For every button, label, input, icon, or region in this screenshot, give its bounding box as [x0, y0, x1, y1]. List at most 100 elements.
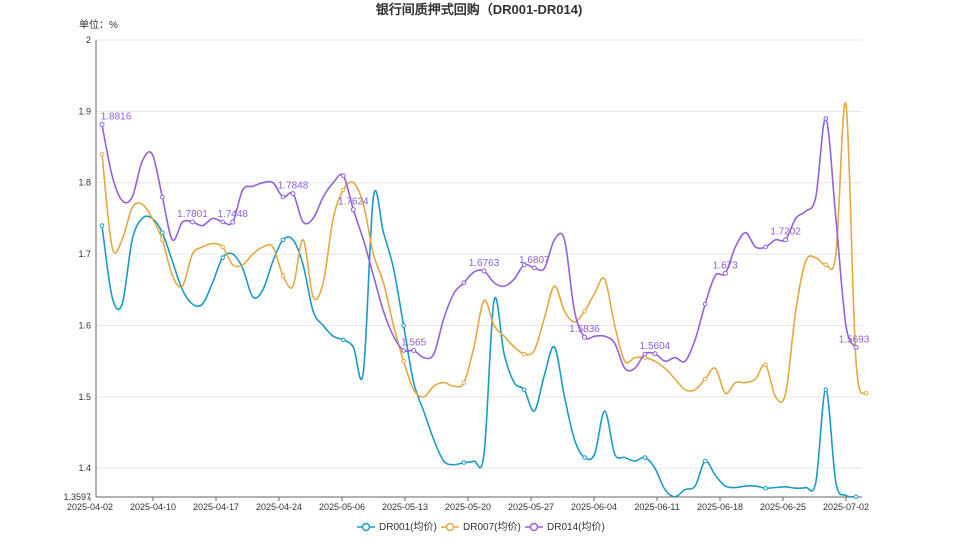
series-point — [521, 351, 527, 357]
label-point — [582, 334, 588, 340]
legend-label: DR001(均价) — [379, 521, 437, 533]
y-tick-label: 1.8 — [78, 178, 91, 188]
legend[interactable]: DR001(均价) DR007(均价) DR014(均价) — [357, 521, 605, 533]
series-point — [99, 151, 105, 157]
series-point — [863, 390, 869, 396]
data-label: 1.7848 — [278, 181, 309, 192]
grid — [96, 39, 862, 469]
data-label: 1.7624 — [338, 197, 369, 208]
series-point — [582, 455, 587, 460]
series-2 — [99, 101, 869, 404]
chart-title: 银行间质押式回购（DR001-DR014) — [376, 2, 583, 17]
legend-item-3[interactable]: DR014(均价) — [525, 521, 605, 533]
series-point — [763, 485, 768, 491]
series-point — [763, 362, 768, 368]
data-label: 1.6807 — [519, 255, 550, 266]
series-point — [521, 262, 527, 268]
series-point — [220, 255, 225, 260]
series-point — [461, 460, 467, 465]
series-point — [763, 244, 768, 250]
data-label: 1.7202 — [770, 227, 801, 238]
series-line — [101, 189, 857, 498]
x-tick-label: 2025-04-10 — [130, 502, 176, 512]
x-tick-label: 2025-04-24 — [256, 502, 302, 512]
series-point — [702, 301, 708, 307]
x-tick-label: 2025-05-06 — [319, 502, 365, 512]
legend-marker — [361, 522, 371, 532]
x-tick-label: 2025-05-13 — [382, 502, 428, 512]
label-point — [290, 191, 296, 197]
x-tick-label: 2025-04-17 — [193, 502, 239, 512]
data-label: 1.565 — [401, 337, 426, 348]
series-point — [461, 280, 467, 285]
x-tick-label: 2025-07-02 — [823, 502, 869, 512]
series-line — [101, 101, 867, 404]
x-tick-label: 2025-06-04 — [571, 502, 617, 512]
x-tick-label: 2025-05-27 — [508, 502, 554, 512]
series-lines — [99, 101, 869, 500]
series-point — [582, 308, 587, 314]
data-label: 1.7801 — [177, 209, 208, 220]
y-tick-label: 1.5 — [78, 392, 91, 402]
data-label: 1.673 — [713, 260, 738, 271]
legend-marker — [445, 522, 455, 532]
series-point — [401, 348, 406, 353]
series-point — [823, 387, 829, 393]
label-point — [350, 207, 356, 213]
series-point — [401, 358, 406, 364]
legend-item-2[interactable]: DR007(均价) — [441, 521, 521, 533]
legend-label: DR007(均价) — [463, 521, 521, 533]
label-point — [531, 265, 537, 271]
y-tick-label: 1.6 — [78, 320, 91, 330]
series-1 — [99, 189, 859, 500]
series-point — [280, 237, 286, 243]
legend-marker — [529, 522, 539, 532]
series-point — [823, 262, 829, 268]
x-tick-label: 2025-05-20 — [445, 502, 491, 512]
label-point — [652, 351, 658, 357]
series-point — [340, 337, 346, 343]
series-point — [340, 187, 346, 193]
label-point — [853, 344, 859, 350]
series-point — [853, 494, 859, 500]
legend-item-1[interactable]: DR001(均价) — [357, 521, 437, 533]
data-label: 1.7448 — [217, 209, 248, 220]
x-tick-label: 2025-04-02 — [67, 502, 113, 512]
label-point — [481, 268, 487, 274]
series-line — [101, 117, 857, 372]
label-point — [783, 237, 789, 243]
legend-label: DR014(均价) — [547, 521, 605, 533]
y-tick-label: 2 — [86, 35, 91, 45]
series-point — [521, 387, 527, 393]
series-point — [702, 376, 708, 382]
y-tick-label: 1.3597 — [63, 492, 91, 502]
series-point — [340, 173, 346, 178]
label-point — [99, 122, 105, 128]
series-point — [642, 351, 648, 357]
series-point — [220, 219, 225, 225]
y-tick-label: 1.4 — [78, 463, 91, 473]
x-tick-label: 2025-06-18 — [697, 502, 743, 512]
series-point — [160, 237, 165, 243]
series-point — [461, 380, 467, 385]
series-point — [160, 194, 165, 200]
y-tick-label: 1.7 — [78, 249, 91, 259]
series-point — [220, 244, 225, 250]
series-point — [280, 273, 286, 278]
label-point — [722, 270, 728, 276]
data-label: 1.8816 — [101, 112, 132, 123]
data-label: 1.5836 — [569, 324, 600, 335]
x-tick-label: 2025-06-11 — [634, 502, 679, 512]
series-point — [702, 458, 708, 464]
data-label: 1.5693 — [839, 334, 870, 345]
series-point — [823, 116, 829, 121]
label-point — [411, 347, 417, 353]
label-point — [230, 219, 236, 225]
data-label: 1.5604 — [640, 341, 671, 352]
x-tick-label: 2025-06-25 — [760, 502, 806, 512]
series-point — [99, 223, 105, 228]
label-point — [189, 219, 195, 225]
